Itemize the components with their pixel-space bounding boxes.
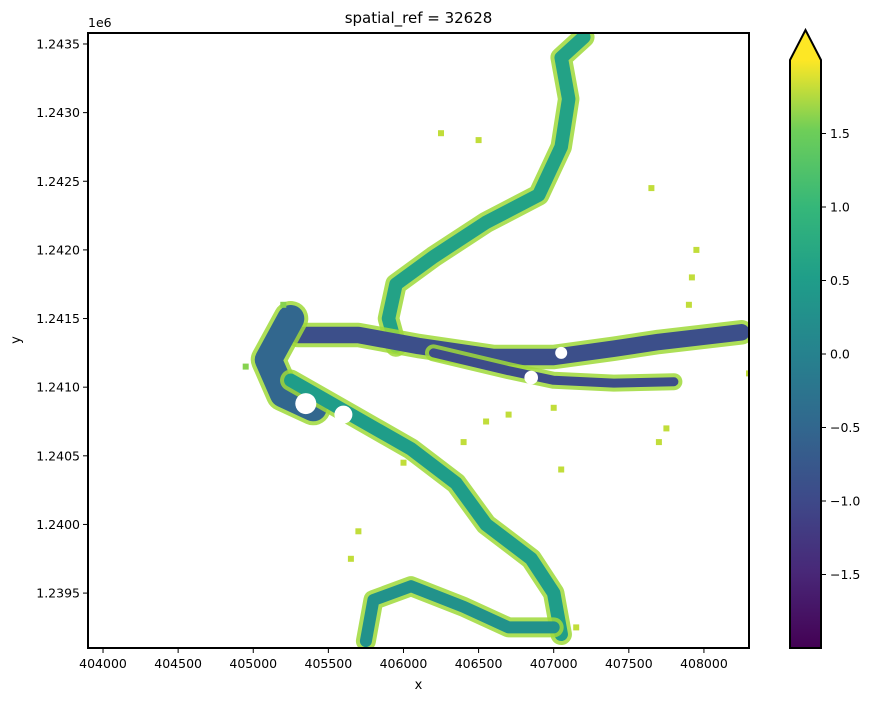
pixel-speck — [693, 246, 700, 253]
x-tick-label: 406000 — [380, 656, 428, 671]
pixel-speck — [648, 185, 655, 192]
colorbar-tick-label: 0.0 — [830, 347, 850, 362]
y-tick-label: 1.2410 — [36, 380, 80, 395]
y-tick-label: 1.2415 — [36, 311, 80, 326]
y-axis-label: y — [9, 336, 24, 344]
x-tick-label: 408000 — [680, 656, 728, 671]
y-tick-label: 1.2420 — [36, 242, 80, 257]
river-east-lower-branch — [429, 348, 679, 388]
pixel-speck — [663, 425, 670, 432]
nodata-gap — [295, 393, 317, 415]
pixel-speck — [655, 439, 662, 446]
river-east-channel — [290, 324, 749, 366]
x-axis: 404000 404500 405000 405500 406000 406500 4070… — [79, 648, 728, 671]
pixel-speck — [550, 404, 557, 411]
pixel-speck — [685, 301, 692, 308]
x-tick-label: 404500 — [154, 656, 202, 671]
pixel-speck — [483, 418, 490, 425]
colorbar-tick-label: −0.5 — [830, 420, 860, 435]
y-tick-label: 1.2425 — [36, 174, 80, 189]
colorbar-outline — [789, 27, 822, 649]
pixel-speck — [573, 624, 580, 631]
y-tick-label: 1.2430 — [36, 105, 80, 120]
river-south-loop — [359, 580, 560, 648]
river-north-channel-bank — [377, 33, 595, 357]
x-tick-label: 406500 — [455, 656, 503, 671]
nodata-gap — [457, 209, 470, 222]
x-tick-label: 404000 — [79, 656, 127, 671]
colorbar-tick-label: 1.5 — [830, 126, 850, 141]
colorbar: −1.5 −1.0 −0.5 0.0 0.5 1.0 1.5 — [789, 27, 860, 649]
nodata-gap — [555, 346, 568, 359]
pixel-speck — [558, 466, 565, 473]
nodata-gap — [524, 370, 538, 385]
chart-title: spatial_ref = 32628 — [345, 9, 493, 28]
pixel-speck — [400, 459, 407, 466]
river-north-channel — [381, 33, 591, 353]
pixel-speck — [746, 370, 749, 377]
pixel-speck — [347, 555, 354, 562]
y-offset-label: 1e6 — [88, 15, 112, 30]
pixel-speck — [242, 363, 249, 370]
x-tick-label: 407000 — [530, 656, 578, 671]
nodata-gap — [409, 220, 428, 239]
river-south-channel — [284, 373, 568, 642]
pixel-speck — [460, 439, 467, 446]
colorbar-extend-arrow — [790, 30, 821, 60]
pixel-speck — [475, 137, 482, 144]
x-tick-label: 407500 — [605, 656, 653, 671]
pixel-speck — [280, 301, 287, 308]
plot-frame — [87, 32, 750, 649]
y-tick-label: 1.2435 — [36, 36, 80, 51]
x-tick-label: 405000 — [229, 656, 277, 671]
colorbar-tick-label: −1.5 — [830, 567, 860, 582]
y-tick-label: 1.2395 — [36, 586, 80, 601]
pixel-speck — [438, 130, 444, 137]
colorbar-tick-label: 0.5 — [830, 273, 850, 288]
nodata-gap — [334, 405, 353, 424]
y-tick-label: 1.2405 — [36, 448, 80, 463]
pixel-speck — [505, 411, 512, 418]
plot-area — [242, 33, 749, 648]
pixel-speck — [355, 528, 362, 535]
x-tick-label: 405500 — [305, 656, 353, 671]
colorbar-tick-label: −1.0 — [830, 494, 860, 509]
y-tick-label: 1.2400 — [36, 517, 80, 532]
x-axis-label: x — [415, 678, 423, 693]
colorbar-gradient — [790, 60, 821, 648]
pixel-speck — [688, 274, 695, 281]
colorbar-tick-label: 1.0 — [830, 200, 850, 215]
y-axis: 1.2395 1.2400 1.2405 1.2410 1.2415 1.2420 1.24… — [36, 36, 88, 601]
